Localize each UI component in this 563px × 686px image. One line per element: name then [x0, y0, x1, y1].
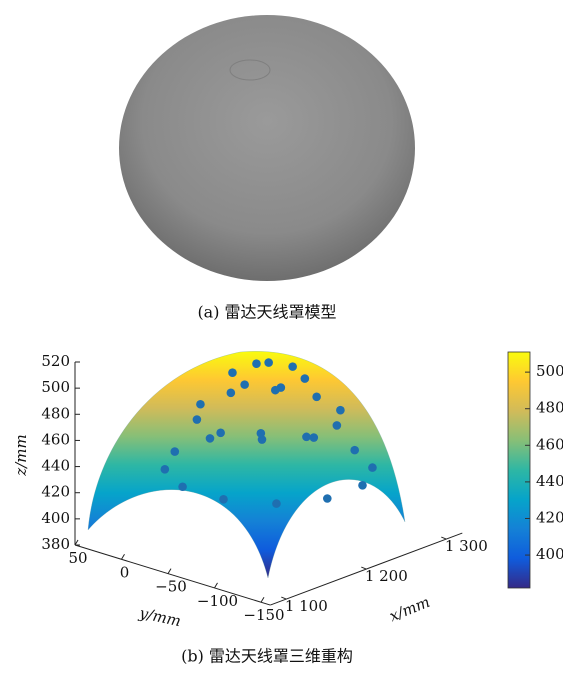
y-tick-label: −150	[243, 606, 284, 624]
point	[312, 393, 321, 402]
z-tick-label: 440	[41, 457, 70, 475]
point	[309, 433, 318, 442]
point	[228, 368, 237, 377]
point	[240, 380, 249, 389]
point	[161, 465, 170, 474]
z-tick-label: 480	[41, 404, 70, 422]
z-tick-label: 460	[41, 430, 70, 448]
point	[333, 421, 342, 430]
point	[350, 446, 359, 455]
z-axis-label: z/mm	[12, 434, 30, 476]
x-tick-label: 1 300	[445, 537, 488, 555]
colorbar-tick-label: 420	[536, 508, 563, 526]
colorbar-tick-label: 500	[536, 362, 563, 380]
y-axis-label: y/mm	[137, 604, 183, 631]
radome-photo	[119, 15, 415, 281]
colorbar-tick-label: 460	[536, 435, 563, 453]
point	[368, 463, 377, 472]
point	[227, 389, 236, 398]
z-tick-label: 500	[41, 378, 70, 396]
point	[272, 499, 281, 508]
point	[271, 386, 280, 395]
z-tick-label: 520	[41, 352, 70, 370]
x-tick-label: 1 100	[285, 597, 328, 615]
point	[216, 429, 225, 438]
z-tick-label: 380	[41, 535, 70, 553]
y-tick	[261, 597, 264, 602]
caption: (b) 雷达天线罩三维重构	[181, 647, 353, 666]
y-tick	[168, 569, 171, 574]
figure: (a) 雷达天线罩模型 380400420440460480500520500−…	[0, 0, 563, 682]
z-tick-label: 420	[41, 483, 70, 501]
point	[219, 495, 228, 504]
point	[257, 429, 266, 438]
point	[178, 482, 187, 491]
x-tick-label: 1 200	[365, 567, 408, 585]
point	[170, 447, 179, 456]
y-tick	[122, 554, 125, 559]
z-tick-label: 400	[41, 509, 70, 527]
point	[323, 494, 332, 503]
colorbar-tick-label: 440	[536, 472, 563, 490]
point	[264, 358, 273, 367]
colorbar	[508, 352, 530, 588]
y-tick-label: 50	[68, 549, 87, 567]
y-tick-label: 0	[120, 563, 130, 581]
point	[252, 359, 261, 368]
y-tick-label: −50	[155, 578, 187, 596]
point	[336, 406, 345, 415]
colorbar-tick-label: 400	[536, 545, 563, 563]
colorbar-tick-label: 480	[536, 399, 563, 417]
y-axis	[75, 545, 270, 605]
x-axis-label: x/mm	[387, 593, 433, 625]
point	[196, 400, 205, 409]
caption: (a) 雷达天线罩模型	[197, 303, 336, 322]
point	[206, 434, 215, 443]
point	[358, 481, 367, 490]
y-tick	[215, 583, 218, 588]
y-tick-label: −100	[197, 592, 238, 610]
point	[288, 362, 297, 371]
point	[302, 433, 311, 442]
point	[193, 415, 202, 424]
point	[301, 374, 310, 383]
